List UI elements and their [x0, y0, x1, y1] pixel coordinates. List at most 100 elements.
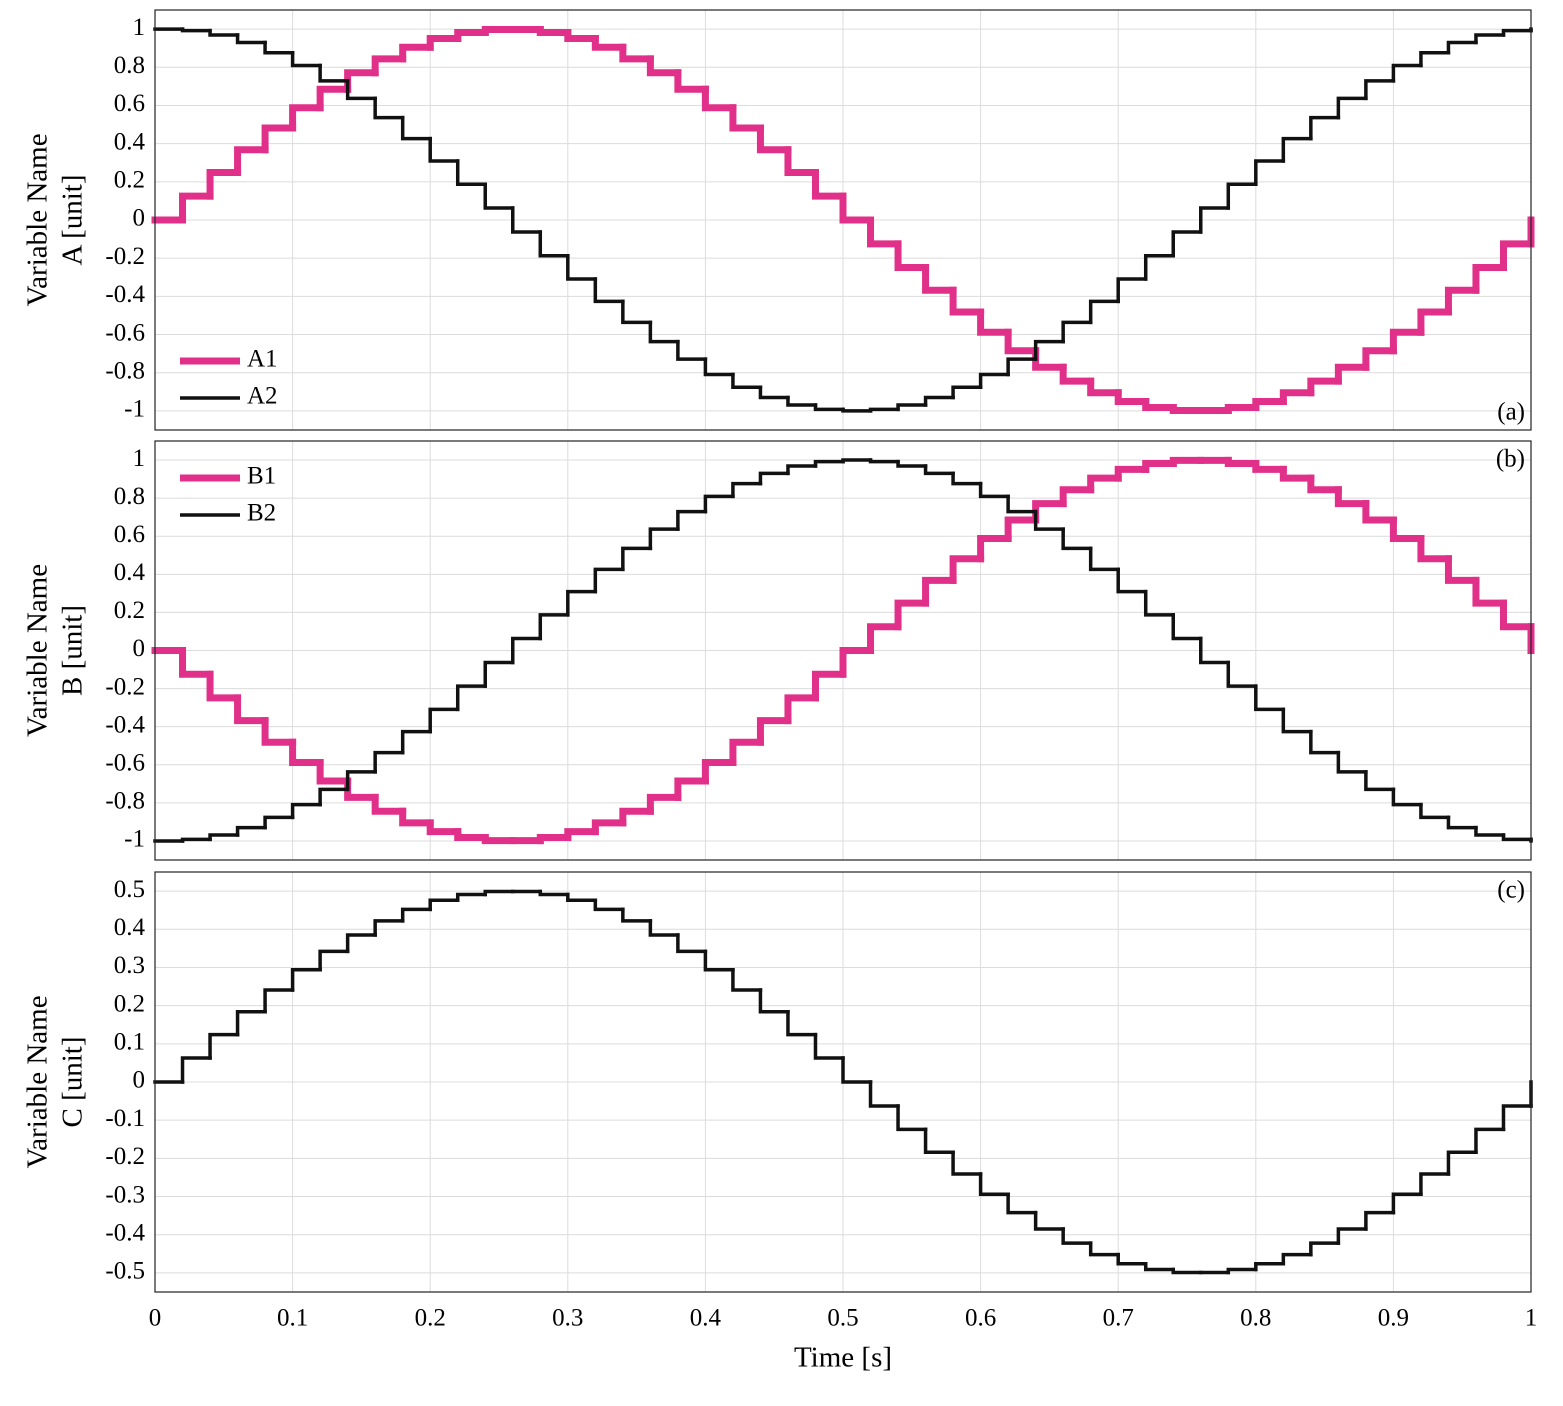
step	[1033, 339, 1065, 361]
step	[1474, 33, 1506, 45]
step	[400, 729, 432, 755]
step	[978, 1172, 1010, 1196]
series	[153, 889, 1533, 1275]
x-tick-label: 0.1	[277, 1305, 308, 1332]
step	[318, 787, 350, 807]
series	[151, 25, 1535, 415]
step	[1116, 1252, 1148, 1266]
legend-label: A1	[247, 346, 278, 373]
step	[839, 647, 875, 678]
step	[646, 55, 682, 77]
step	[400, 115, 432, 141]
axes-frame	[154, 9, 1532, 431]
step	[811, 670, 847, 702]
step	[813, 1032, 845, 1060]
step	[593, 898, 625, 912]
subplot: -1 -0.8 -0.6 -0.4 -0.2 0 0.2 0.4 0.6 0.8 1 B1 B2 (b) V…	[22, 440, 1535, 861]
step	[371, 55, 407, 77]
step	[674, 69, 709, 93]
step	[786, 464, 818, 476]
step	[731, 372, 763, 389]
y-axis-label: B [unit]	[57, 605, 89, 696]
y-tick-label: -0.2	[105, 243, 145, 270]
step	[841, 407, 873, 413]
step	[1226, 660, 1258, 688]
step	[1501, 833, 1533, 842]
step	[208, 28, 240, 37]
y-axis-label: Variable Name	[22, 995, 54, 1168]
step	[1061, 527, 1093, 551]
step	[261, 124, 297, 154]
step	[1389, 516, 1425, 543]
step	[1364, 770, 1396, 792]
step	[564, 828, 599, 842]
step	[428, 136, 460, 163]
step	[1391, 63, 1423, 83]
step	[1116, 567, 1148, 594]
step	[1309, 729, 1341, 755]
step	[868, 407, 900, 413]
step	[867, 623, 902, 654]
y-tick-label: -1	[124, 826, 145, 853]
step	[648, 919, 680, 937]
y-tick-label: -0.8	[105, 357, 145, 384]
step	[179, 647, 214, 678]
step	[923, 395, 955, 407]
step	[674, 777, 709, 801]
step	[289, 738, 324, 766]
step	[1169, 456, 1205, 467]
step	[703, 494, 735, 514]
step	[701, 85, 737, 112]
x-tick-label: 0.7	[1103, 1305, 1134, 1332]
step	[1226, 182, 1258, 210]
step	[1114, 465, 1150, 482]
step	[1169, 403, 1205, 415]
step	[1279, 465, 1315, 482]
step	[619, 43, 654, 63]
step	[868, 1080, 900, 1108]
step	[703, 357, 735, 377]
step	[234, 146, 269, 176]
x-tick-label: 0.6	[965, 1305, 996, 1332]
step	[1501, 28, 1533, 37]
step	[1061, 1227, 1093, 1245]
y-tick-label: 0.4	[114, 128, 146, 155]
step	[234, 694, 269, 725]
step	[263, 40, 295, 55]
series	[153, 458, 1533, 843]
step	[483, 889, 515, 897]
step	[951, 385, 983, 400]
step	[1171, 613, 1203, 641]
step	[1033, 1210, 1065, 1231]
step	[1033, 509, 1065, 531]
step	[538, 230, 570, 258]
step	[1143, 1262, 1175, 1272]
step	[621, 299, 653, 325]
step	[1336, 96, 1368, 120]
step	[373, 750, 405, 774]
y-axis-label: Variable Name	[22, 133, 54, 306]
step	[758, 385, 790, 400]
step	[208, 1032, 240, 1060]
step	[923, 1127, 955, 1154]
step	[1472, 576, 1507, 607]
step	[454, 29, 489, 42]
step	[951, 1150, 983, 1176]
step	[1143, 589, 1175, 617]
step	[591, 34, 627, 51]
axes-frame	[154, 871, 1532, 1293]
step	[1142, 459, 1177, 473]
step	[1281, 707, 1313, 734]
y-axis-label: C [unit]	[57, 1036, 89, 1127]
step	[786, 395, 818, 407]
step	[290, 51, 322, 68]
x-axis-label: Time [s]	[794, 1342, 892, 1374]
x-tick-label: 0.9	[1378, 1305, 1409, 1332]
step	[922, 576, 957, 607]
step	[676, 509, 708, 531]
step	[1143, 253, 1175, 281]
y-tick-label: -0.4	[105, 711, 145, 738]
step	[756, 124, 792, 154]
step	[1254, 684, 1286, 712]
